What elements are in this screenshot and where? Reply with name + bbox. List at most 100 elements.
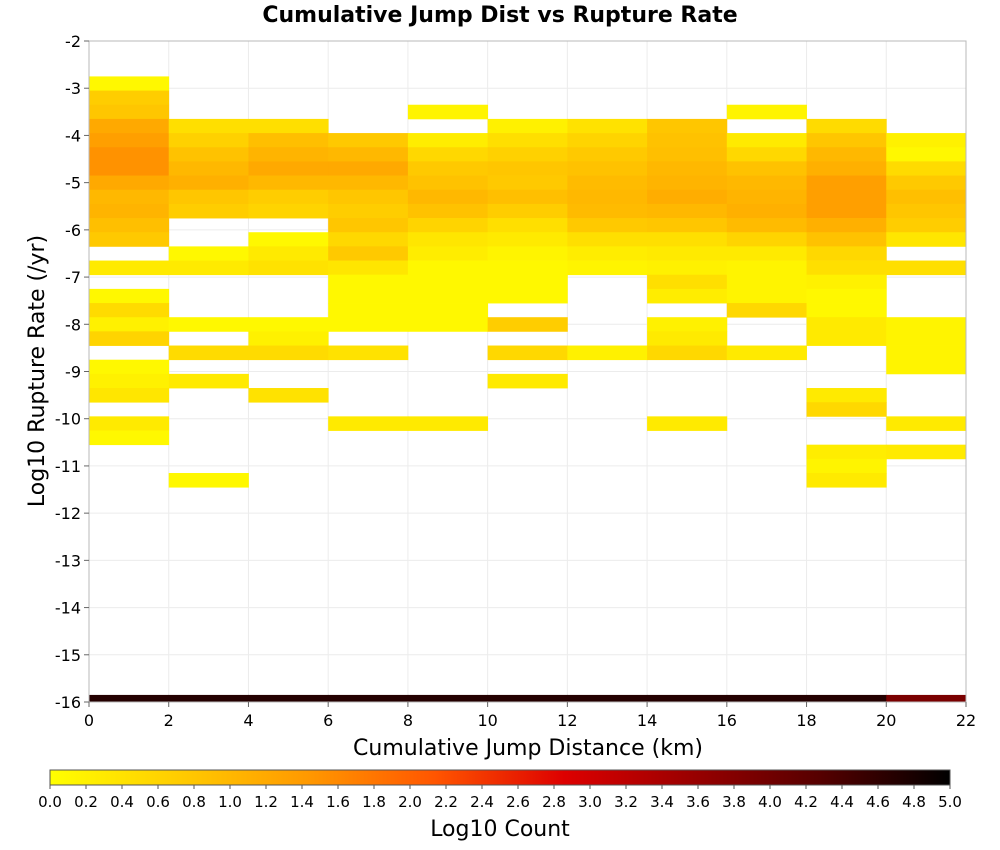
heatmap-cell bbox=[806, 161, 887, 176]
heatmap-cell bbox=[647, 218, 728, 233]
heatmap-cell bbox=[248, 694, 329, 703]
heatmap-cell bbox=[328, 161, 409, 176]
heatmap-cell bbox=[168, 133, 249, 148]
heatmap-cell bbox=[328, 232, 409, 247]
heatmap-cell bbox=[248, 317, 329, 332]
heatmap-cell bbox=[886, 189, 967, 205]
heatmap-cell bbox=[89, 118, 170, 134]
heatmap-cell bbox=[806, 317, 887, 332]
heatmap-cell bbox=[89, 288, 170, 304]
colorbar-tick-label: 0.4 bbox=[110, 793, 134, 811]
colorbar-ticks: 0.0 0.2 0.4 0.6 0.8 1.0 1.2 1.4 1.6 1.8 2.0 2.2 2.4 2… bbox=[38, 785, 962, 811]
heatmap-cell bbox=[89, 317, 170, 332]
heatmap-cell bbox=[487, 288, 568, 304]
heatmap-cell bbox=[647, 274, 728, 290]
heatmap-cell bbox=[89, 388, 170, 403]
y-tick-label: -4 bbox=[65, 126, 81, 145]
heatmap-cell bbox=[407, 274, 489, 290]
y-tick-label: -10 bbox=[55, 410, 81, 429]
heatmap-cell bbox=[487, 260, 568, 276]
heatmap-cell bbox=[647, 175, 728, 191]
chart-title: Cumulative Jump Dist vs Rupture Rate bbox=[262, 3, 737, 28]
heatmap-cell bbox=[806, 246, 887, 261]
colorbar bbox=[49, 769, 951, 786]
heatmap-cell bbox=[248, 232, 329, 247]
x-tick-label: 20 bbox=[876, 711, 896, 730]
colorbar-tick-label: 3.8 bbox=[722, 793, 746, 811]
y-tick-label: -3 bbox=[65, 79, 81, 98]
heatmap-cell bbox=[89, 359, 170, 375]
heatmap-cell bbox=[328, 694, 409, 703]
heatmap-cell bbox=[89, 133, 170, 148]
heatmap-cell bbox=[726, 288, 807, 304]
heatmap-cell bbox=[487, 345, 568, 361]
heatmap-cell bbox=[806, 402, 887, 417]
heatmap-cell bbox=[487, 246, 568, 261]
heatmap-cell bbox=[328, 133, 409, 148]
heatmap-cell bbox=[328, 288, 409, 304]
heatmap-cell bbox=[407, 218, 489, 233]
heatmap-cell bbox=[328, 203, 409, 219]
heatmap-cell bbox=[726, 189, 807, 205]
y-tick-label: -13 bbox=[55, 551, 81, 570]
heatmap-cell bbox=[89, 260, 170, 276]
heatmap-cell bbox=[407, 104, 489, 120]
heatmap-cell bbox=[407, 175, 489, 191]
heatmap-cell bbox=[248, 388, 329, 403]
y-tick-label: -8 bbox=[65, 315, 81, 334]
colorbar-tick-label: 4.6 bbox=[866, 793, 890, 811]
heatmap-cell bbox=[886, 331, 967, 346]
y-axis-label: Log10 Rupture Rate (/yr) bbox=[25, 235, 50, 507]
heatmap-cell bbox=[328, 274, 409, 290]
heatmap-cell bbox=[567, 246, 648, 261]
colorbar-tick-label: 5.0 bbox=[938, 793, 962, 811]
heatmap-cell bbox=[567, 147, 648, 162]
heatmap-cell bbox=[407, 232, 489, 247]
heatmap-cell bbox=[886, 218, 967, 233]
heatmap-cell bbox=[647, 260, 728, 276]
x-tick-label: 16 bbox=[717, 711, 737, 730]
heatmap-cell bbox=[89, 416, 170, 431]
heatmap-cell bbox=[89, 76, 170, 91]
heatmap-cell bbox=[886, 232, 967, 247]
heatmap-cell bbox=[248, 246, 329, 261]
heatmap-cell bbox=[328, 189, 409, 205]
heatmap-cell bbox=[89, 430, 170, 446]
heatmap-cell bbox=[328, 218, 409, 233]
heatmap-cell bbox=[168, 203, 249, 219]
heatmap-cell bbox=[567, 232, 648, 247]
heatmap-cell bbox=[567, 345, 648, 361]
heatmap-cell bbox=[647, 317, 728, 332]
heatmap-cell bbox=[647, 331, 728, 346]
heatmap-cell bbox=[726, 147, 807, 162]
heatmap-cell bbox=[407, 303, 489, 318]
x-tick-label: 18 bbox=[796, 711, 816, 730]
heatmap-cell bbox=[487, 274, 568, 290]
heatmap-cell bbox=[407, 260, 489, 276]
heatmap-cell bbox=[806, 118, 887, 134]
heatmap-cell bbox=[806, 218, 887, 233]
heatmap-cell bbox=[328, 317, 409, 332]
heatmap-cell bbox=[647, 147, 728, 162]
heatmap-cell bbox=[248, 175, 329, 191]
colorbar-tick-label: 2.8 bbox=[542, 793, 566, 811]
heatmap-cell bbox=[89, 189, 170, 205]
heatmap-cell bbox=[886, 203, 967, 219]
colorbar-tick-label: 2.2 bbox=[434, 793, 458, 811]
heatmap-cell bbox=[328, 260, 409, 276]
colorbar-tick-label: 0.2 bbox=[74, 793, 98, 811]
heatmap-cell bbox=[726, 175, 807, 191]
heatmap-cell bbox=[726, 303, 807, 318]
colorbar-tick-label: 3.0 bbox=[578, 793, 602, 811]
heatmap-cell bbox=[886, 175, 967, 191]
heatmap-cell bbox=[407, 416, 489, 431]
y-axis-ticks: -2 -3 -4 -5 -6 -7 -8 -9 -10 -11 -12 -13 -14 -15 -16 bbox=[55, 32, 89, 712]
heatmap-cell bbox=[89, 331, 170, 346]
heatmap-cell bbox=[726, 345, 807, 361]
heatmap-cell bbox=[647, 288, 728, 304]
heatmap-cell bbox=[806, 444, 887, 460]
heatmap-cell bbox=[248, 161, 329, 176]
heatmap-cell bbox=[487, 118, 568, 134]
heatmap-cell bbox=[886, 444, 967, 460]
heatmap-cell bbox=[248, 189, 329, 205]
